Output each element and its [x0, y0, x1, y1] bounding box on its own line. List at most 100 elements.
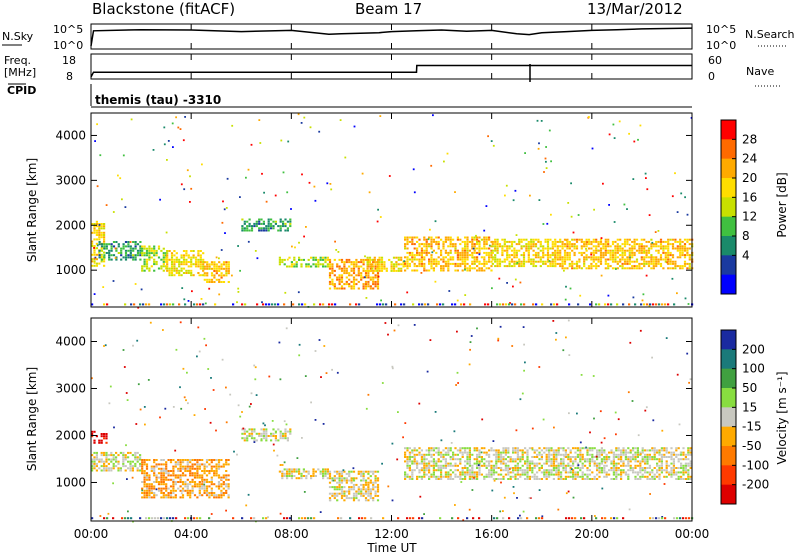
scatter-echo [298, 354, 301, 357]
scatter-echo [282, 171, 285, 174]
echo-cell [430, 453, 433, 456]
echo-cell [464, 243, 467, 246]
echo-cell [464, 478, 467, 480]
scatter-echo [225, 386, 227, 389]
echo-cell [524, 462, 527, 465]
echo-cell [404, 265, 407, 268]
echo-cell [411, 269, 414, 272]
echo-cell [587, 256, 591, 259]
velocity-heatmap [91, 319, 694, 523]
echo-cell [95, 264, 98, 267]
echo-cell [668, 473, 671, 476]
echo-cell [129, 462, 132, 465]
scatter-echo [629, 341, 632, 344]
echo-cell [300, 477, 303, 480]
echo-cell [374, 481, 377, 484]
echo-cell [520, 238, 523, 241]
echo-cell [376, 494, 380, 497]
echo-cell [680, 475, 683, 478]
echo-cell [561, 262, 564, 265]
echo-cell [428, 467, 431, 469]
echo-cell [215, 265, 218, 268]
echo-cell [408, 240, 411, 243]
echo-cell [496, 258, 499, 261]
date-title: 13/Mar/2012 [587, 0, 683, 18]
echo-cell [362, 479, 365, 482]
echo-cell [202, 261, 205, 263]
echo-cell [531, 456, 534, 458]
echo-cell [324, 475, 327, 477]
freq-tick-high: 18 [62, 54, 76, 67]
echo-cell [532, 265, 535, 268]
echo-cell [616, 267, 619, 270]
echo-cell [464, 475, 467, 478]
echo-cell [193, 463, 197, 466]
echo-cell [622, 447, 625, 450]
echo-cell [203, 492, 206, 494]
echo-cell [534, 245, 538, 248]
echo-cell [440, 238, 443, 241]
echo-cell [368, 258, 372, 261]
echo-cell [165, 485, 168, 488]
scatter-echo [223, 208, 226, 211]
echo-cell [534, 238, 538, 241]
echo-cell [490, 467, 493, 469]
echo-cell [614, 240, 617, 243]
echo-cell [610, 467, 613, 469]
echo-cell [622, 449, 625, 452]
echo-cell [395, 261, 398, 264]
y-tick-label: 4000 [55, 334, 86, 348]
echo-cell [435, 478, 438, 480]
echo-cell [148, 485, 151, 488]
echo-cell [180, 267, 183, 270]
echo-cell [93, 253, 96, 256]
echo-cell [533, 475, 536, 478]
echo-cell [670, 471, 673, 474]
echo-cell [554, 265, 557, 268]
echo-cell [566, 240, 569, 243]
near-range-echo [208, 517, 211, 520]
echo-cell [638, 249, 641, 252]
y-tick-label: 2000 [55, 428, 86, 442]
echo-cell [150, 265, 153, 268]
echo-cell [148, 478, 151, 481]
echo-cell [191, 459, 194, 461]
echo-cell [167, 478, 170, 481]
scatter-echo [637, 138, 639, 141]
echo-cell [134, 243, 137, 246]
echo-cell [194, 258, 198, 261]
echo-cell [408, 464, 411, 467]
echo-cell [148, 496, 151, 499]
echo-cell [617, 467, 620, 469]
echo-cell [480, 464, 483, 467]
scatter-echo [320, 376, 322, 378]
echo-cell [676, 256, 679, 259]
echo-cell [155, 463, 158, 466]
echo-cell [603, 469, 606, 472]
cpid-label: CPID [7, 84, 36, 97]
echo-cell [546, 258, 550, 261]
echo-cell [322, 265, 325, 268]
echo-cell [91, 469, 94, 472]
echo-cell [569, 456, 572, 458]
echo-cell [124, 241, 128, 243]
echo-cell [575, 245, 579, 248]
echo-cell [554, 249, 557, 252]
echo-cell [468, 267, 471, 270]
echo-cell [145, 487, 149, 490]
echo-cell [667, 254, 670, 257]
echo-cell [255, 432, 258, 435]
echo-cell [157, 489, 161, 492]
echo-cell [170, 272, 174, 274]
echo-cell [139, 258, 142, 261]
echo-cell [369, 475, 372, 478]
scatter-echo [241, 411, 243, 413]
echo-cell [669, 262, 672, 265]
echo-cell [284, 225, 287, 228]
near-range-echo [175, 517, 178, 520]
echo-cell [186, 465, 189, 468]
echo-cell [636, 451, 639, 454]
echo-cell [357, 261, 360, 264]
echo-cell [633, 245, 636, 248]
echo-cell [607, 238, 610, 241]
